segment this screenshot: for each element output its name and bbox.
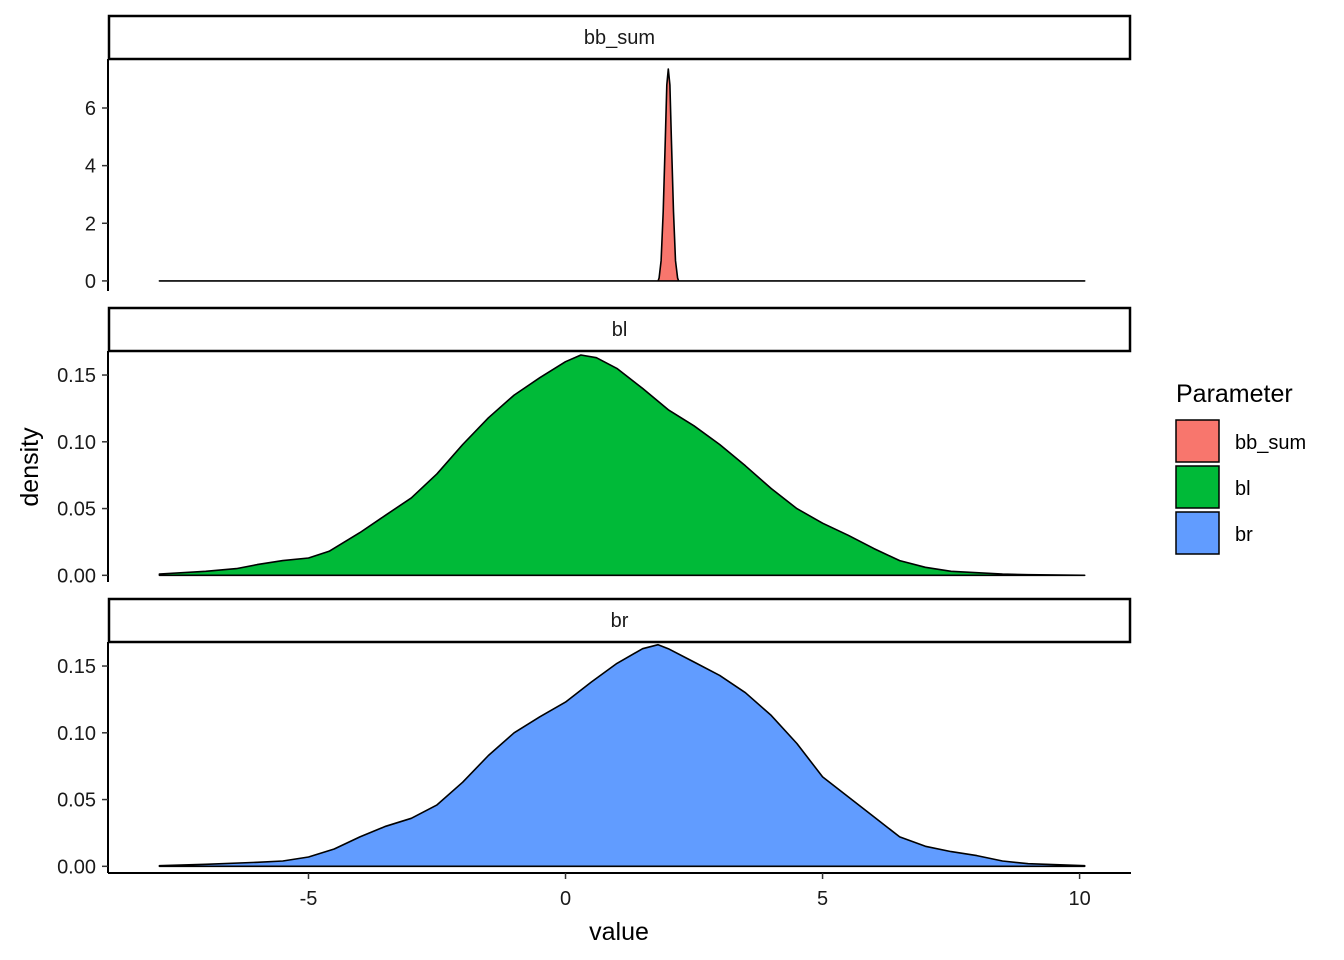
y-tick-label: 0.00 [57, 856, 96, 878]
x-axis: -5 0 5 10 [108, 872, 1131, 910]
legend-label: br [1235, 524, 1253, 546]
legend-title: Parameter [1176, 380, 1293, 408]
legend-label: bb_sum [1235, 432, 1306, 454]
facet-panel-bb_sum: bb_sum 0 2 4 6 [85, 14, 1132, 293]
y-tick-label: 0.10 [57, 432, 96, 454]
y-tick-label: 0.05 [57, 790, 96, 812]
facet-strip-label: bb_sum [584, 27, 655, 49]
y-tick-label: 0 [85, 271, 96, 293]
y-tick-label: 2 [85, 213, 96, 235]
y-tick-label: 0.00 [57, 565, 96, 587]
legend-key-bb_sum [1175, 419, 1220, 463]
legend-key-bl [1175, 465, 1220, 509]
facet-panel-br: br 0.00 0.05 0.10 0.15 [57, 597, 1132, 878]
facet-strip [107, 14, 1132, 61]
legend-key-br [1175, 511, 1220, 555]
facet-panel-bl: bl 0.00 0.05 0.10 0.15 [57, 306, 1132, 587]
x-tick-label: 10 [1068, 888, 1090, 910]
y-tick-label: 0.15 [57, 656, 96, 678]
x-axis-title: value [589, 918, 649, 946]
density-area-br [158, 643, 1086, 868]
facet-strip [107, 597, 1132, 644]
x-tick-label: 0 [560, 888, 571, 910]
legend-label: bl [1235, 478, 1251, 500]
y-tick-label: 0.15 [57, 365, 96, 387]
y-tick-label: 0.10 [57, 723, 96, 745]
facet-strip-label: br [611, 610, 629, 632]
y-tick-label: 4 [85, 156, 96, 178]
facet-strip [107, 306, 1132, 353]
facet-strip-label: bl [612, 319, 628, 341]
y-axis-title: density [16, 427, 44, 507]
density-area-bl [158, 354, 1086, 577]
density-area-bb_sum [158, 68, 1086, 282]
y-tick-label: 0.05 [57, 499, 96, 521]
x-tick-label: -5 [300, 888, 318, 910]
y-tick-label: 6 [85, 98, 96, 120]
x-tick-label: 5 [817, 888, 828, 910]
panels-layer: bb_sum 0 2 4 6 bl 0.00 0.05 0.10 0.15 br 0.00 0.05 0.… [57, 14, 1132, 878]
